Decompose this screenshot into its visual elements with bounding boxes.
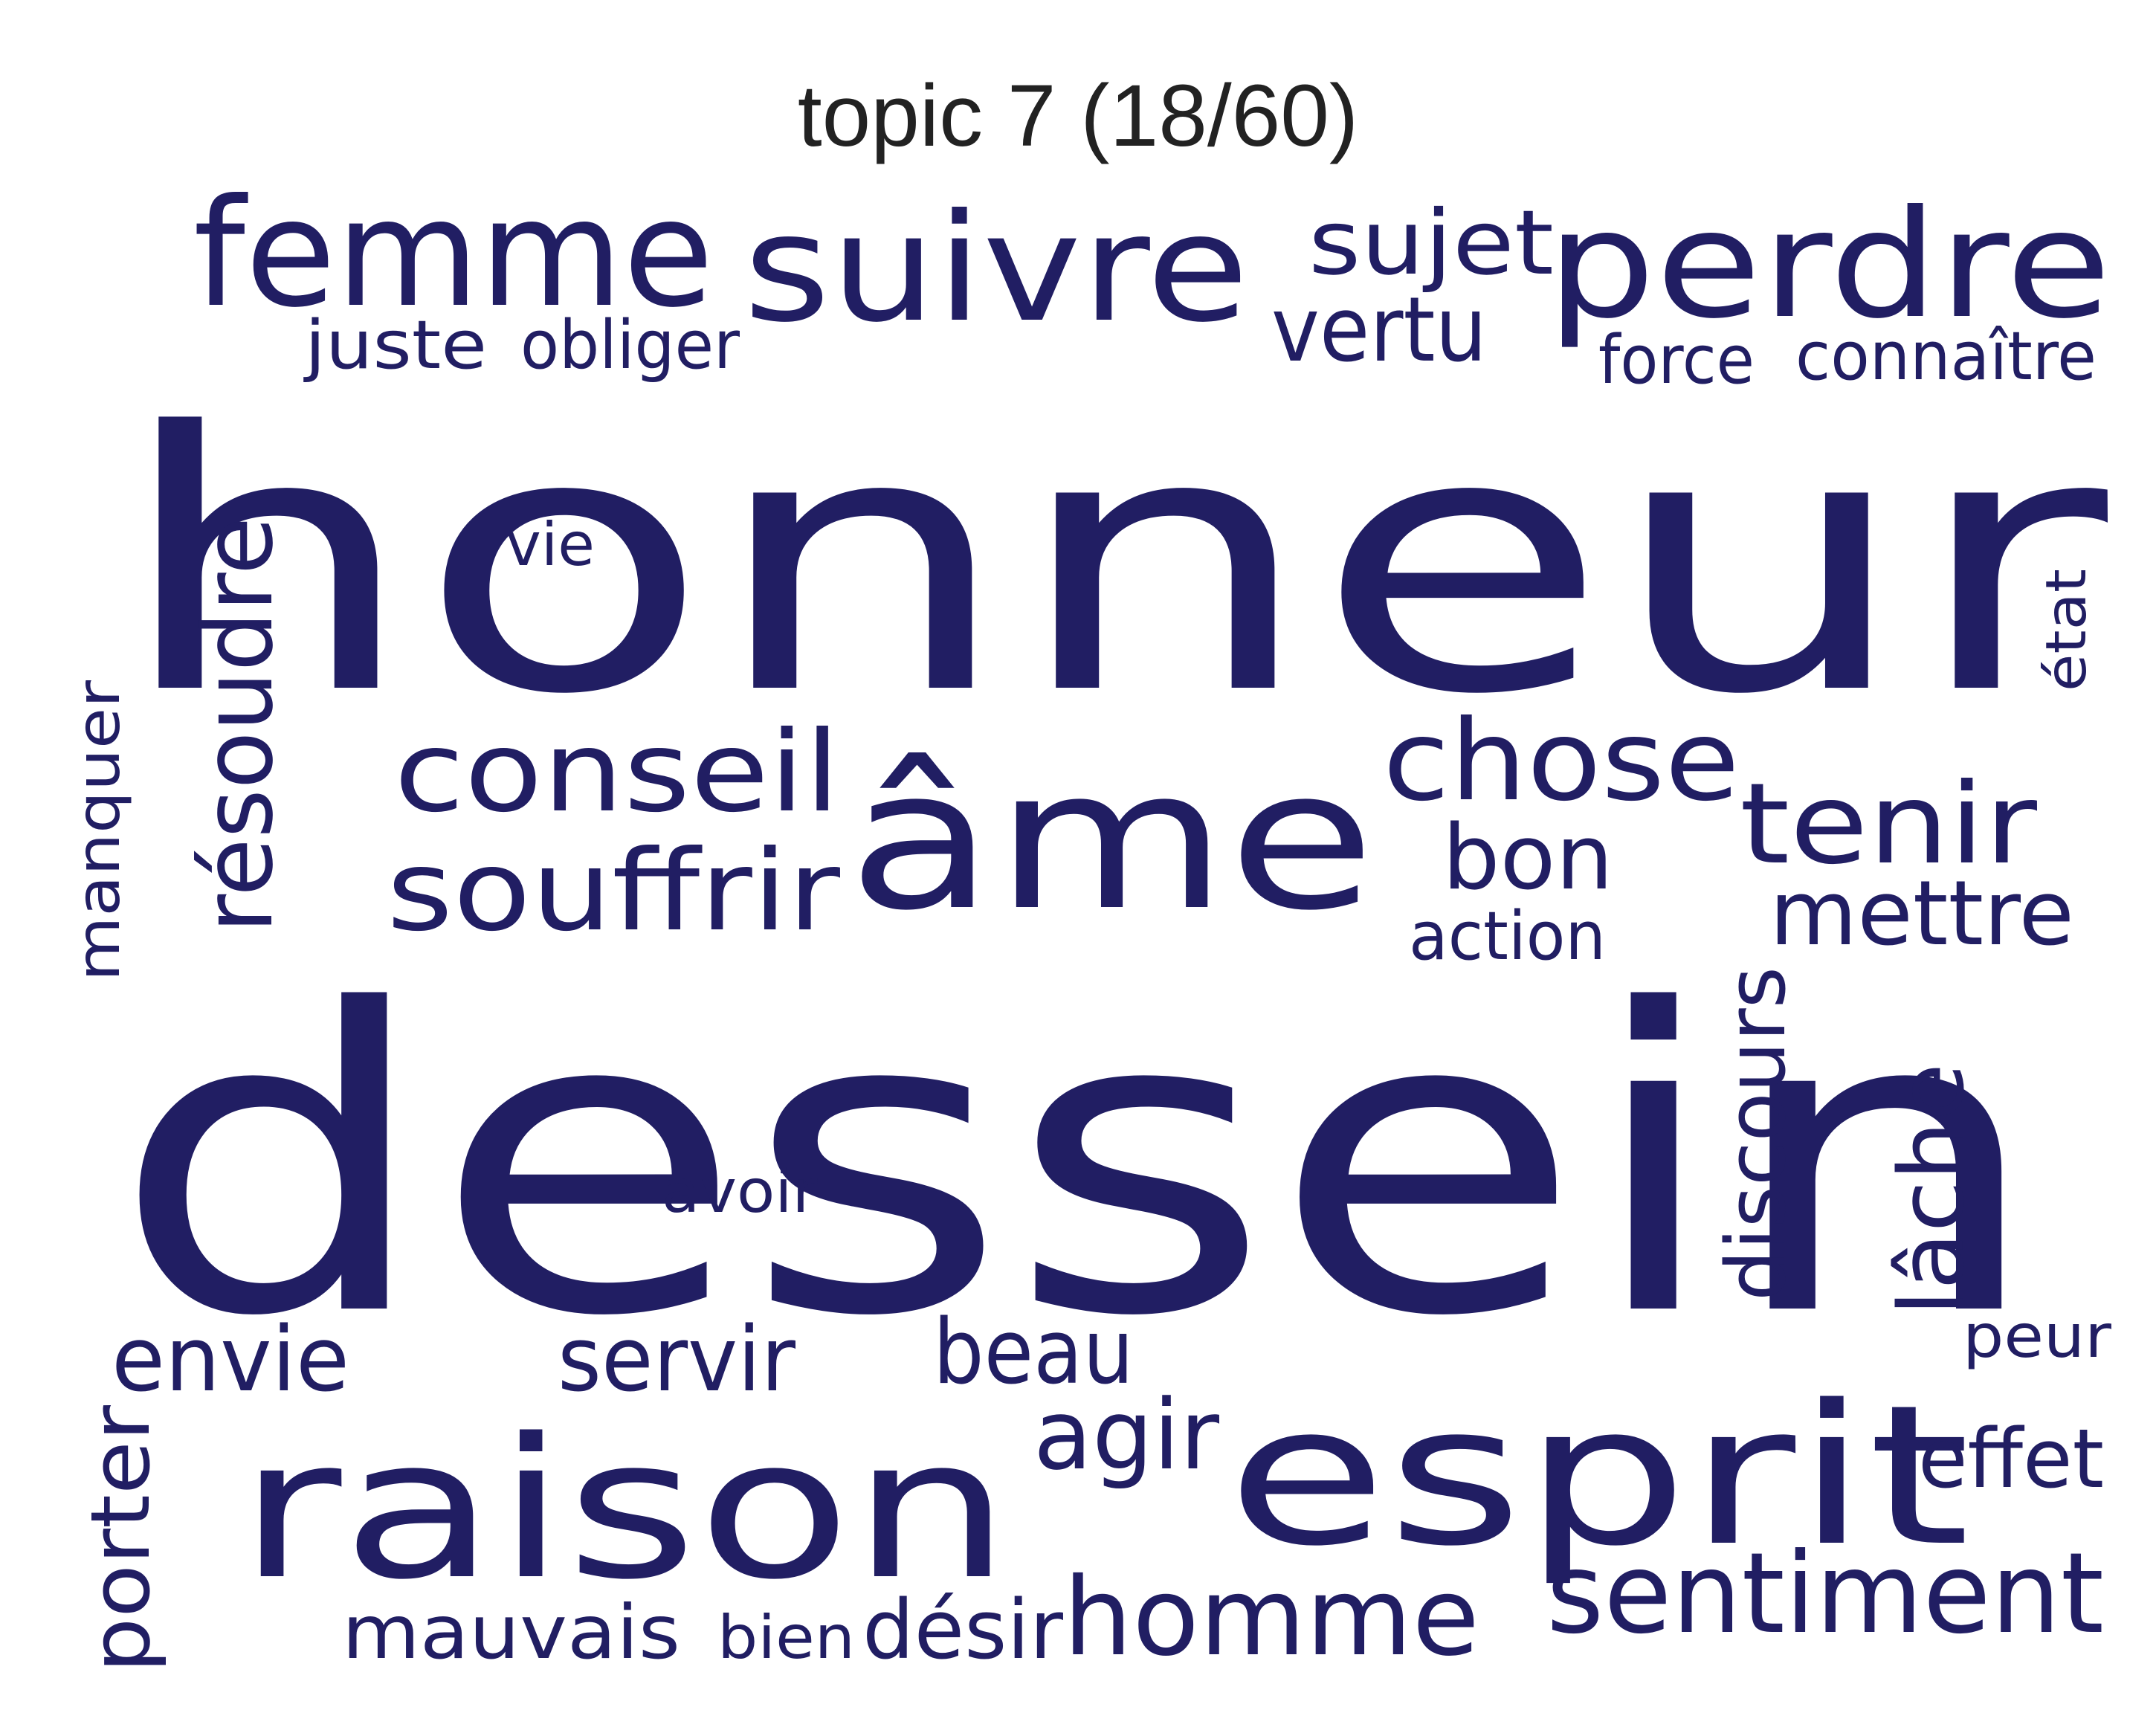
word-peur: peur	[1963, 1302, 2111, 1371]
word-dessein: dessein	[112, 923, 2044, 1407]
word-honneur: honneur	[115, 357, 2113, 772]
cloud-title: topic 7 (18/60)	[798, 67, 1358, 165]
word-connaitre: connaître	[1795, 317, 2097, 396]
word-porter: porter	[73, 1404, 168, 1673]
word-ame: âme	[848, 729, 1375, 953]
word-homme: homme	[1063, 1555, 1479, 1680]
word-avoir: avoir	[662, 1157, 818, 1226]
word-mauvais: mauvais	[342, 1589, 680, 1676]
word-agir: agir	[1033, 1378, 1220, 1491]
word-envie: envie	[112, 1309, 349, 1412]
word-vertu: vertu	[1271, 279, 1487, 382]
word-perdre: perdre	[1546, 178, 2111, 352]
word-raison: raison	[238, 1398, 1011, 1622]
word-conseil: conseil	[394, 708, 840, 837]
word-tenir: tenir	[1740, 760, 2037, 889]
word-esprit: esprit	[1227, 1364, 1970, 1589]
word-force: force	[1598, 321, 1755, 399]
word-effet: effet	[1918, 1411, 2104, 1506]
word-servir: servir	[558, 1309, 796, 1412]
word-juste: juste	[303, 306, 487, 384]
word-vie: vie	[506, 510, 595, 579]
word-bien: bien	[717, 1603, 855, 1672]
word-group: dessein honneur esprit raison âme suivrefemme…	[64, 167, 2113, 1680]
word-sujet: sujet	[1308, 192, 1554, 295]
word-chose: chose	[1383, 697, 1740, 826]
word-sentiment: sentiment	[1546, 1529, 2104, 1659]
word-suivre: suivre	[743, 182, 1249, 355]
word-manquer: manquer	[64, 680, 133, 981]
word-etat: état	[2033, 569, 2099, 691]
word-mettre: mettre	[1769, 862, 2074, 966]
word-souffrir: souffrir	[387, 827, 840, 956]
word-action: action	[1409, 897, 1606, 975]
word-lache: lâche	[1881, 1063, 1984, 1316]
word-bon: bon	[1442, 807, 1613, 910]
word-desir: désir	[862, 1582, 1064, 1677]
word-beau: beau	[933, 1301, 1134, 1404]
word-discours: discours	[1708, 967, 1804, 1301]
word-femme: femme	[193, 167, 714, 341]
word-resoudre: résoudre	[181, 517, 294, 933]
word-obliger: obliger	[520, 306, 740, 384]
